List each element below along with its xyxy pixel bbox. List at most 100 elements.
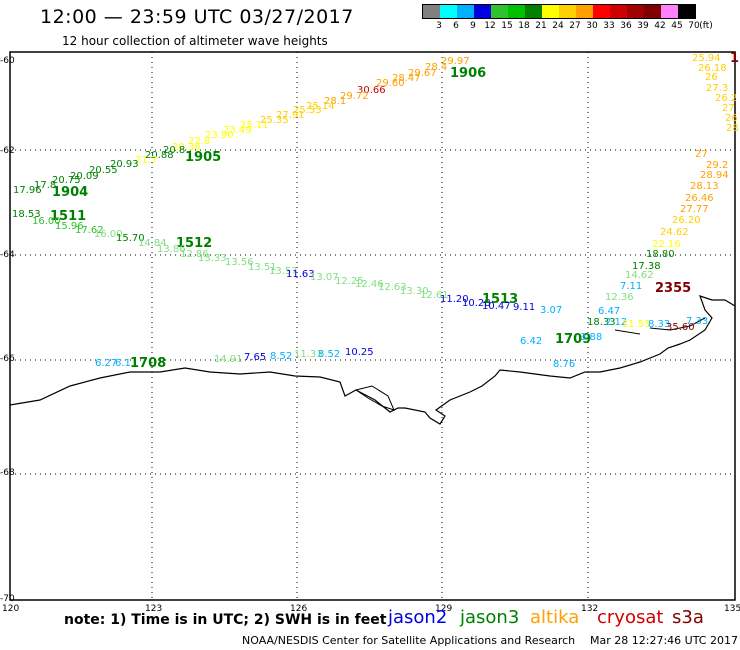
color-scale-bar (422, 4, 696, 19)
wave-height-label: 8.52 (318, 349, 341, 360)
wave-height-label: 26.46 (685, 193, 714, 204)
color-scale-legend: 3 6 9 12 15 18 21 24 27 30 33 36 39 42 45 70 (ft) (422, 4, 713, 33)
wave-height-label: 29.67 (408, 68, 437, 79)
wave-height-label: 2.12 (605, 317, 628, 328)
wave-height-label: 29.97 (441, 56, 470, 67)
satellite-legend-s3a: s3a (672, 607, 704, 628)
track-time-label: 2355 (655, 281, 692, 296)
wave-height-label: 18.80 (646, 249, 675, 260)
track-time-label: 1709 (555, 332, 592, 347)
graticule (10, 52, 735, 600)
wave-height-label: 13.86 (157, 244, 186, 255)
wave-height-label: 10.47 (482, 301, 511, 312)
coastline-shelf (614, 317, 706, 335)
wave-height-label: 11.33 (294, 349, 323, 360)
map-subtitle: 12 hour collection of altimeter wave hei… (62, 34, 328, 48)
wave-height-label: 26 (705, 72, 718, 83)
longitude-label: 129 (435, 604, 453, 614)
scale-tick-label: 36 (620, 21, 632, 31)
wave-height-label: 8.76 (553, 359, 576, 370)
wave-height-label: 12.36 (605, 292, 634, 303)
footer-credit: NOAA/NESDIS Center for Satellite Applica… (242, 634, 576, 647)
scale-swatch (474, 5, 491, 18)
wave-height-label: 17.38 (632, 261, 661, 272)
coastline-island (354, 385, 395, 411)
scale-swatch (593, 5, 610, 18)
plot-border (9, 51, 736, 601)
wave-height-label: 28 (726, 123, 739, 134)
wave-height-label: 26.2 (715, 93, 738, 104)
scale-tick-label: 42 (654, 21, 666, 31)
scale-swatch (457, 5, 474, 18)
wave-height-label: 6.47 (598, 306, 621, 317)
scale-tick-label: 24 (552, 21, 564, 31)
wave-height-label: 6.42 (520, 336, 543, 347)
wave-height-label: 6.1 (115, 358, 131, 369)
track-time-label: 1708 (130, 356, 167, 371)
wave-height-label: 16.00 (32, 216, 61, 227)
wave-height-label: 6.27 (95, 358, 118, 369)
scale-unit-label: (ft) (699, 21, 713, 31)
wave-height-label: 21.55 (622, 319, 651, 330)
scale-tick-label: 6 (453, 21, 459, 31)
scale-swatch (525, 5, 542, 18)
longitude-label: 135 (724, 604, 740, 614)
wave-height-label: 28.47 (392, 73, 421, 84)
wave-height-label: 8.33 (648, 319, 671, 330)
wave-height-label: 25.94 (692, 53, 721, 64)
wave-height-label: 25.14 (306, 101, 335, 112)
latitude-label: -64 (0, 250, 15, 260)
wave-height-label: 13.57 (269, 266, 298, 277)
wave-height-label: 18.33 (587, 317, 616, 328)
footer-timestamp: Mar 28 12:27:46 UTC 2017 (590, 634, 738, 647)
wave-height-label: 13.51 (248, 262, 277, 273)
wave-height-label: 22.16 (652, 239, 681, 250)
scale-tick-label: 15 (501, 21, 513, 31)
satellite-legend-jason3: jason3 (460, 607, 520, 628)
wave-height-label: 25.11 (240, 120, 269, 131)
scale-swatch (678, 5, 695, 18)
track-time-label: 1906 (450, 66, 487, 81)
wave-height-label: 25.35 (260, 115, 289, 126)
scale-tick-label: 18 (518, 21, 530, 31)
wave-height-label: 11.63 (286, 269, 315, 280)
wave-height-label: 13.33 (198, 253, 227, 264)
latitude-label: -70 (0, 594, 15, 604)
wave-height-label: 20.8 (163, 145, 186, 156)
scale-swatch (491, 5, 508, 18)
wave-height-label: 17.62 (75, 225, 104, 236)
track-time-label: 1511 (50, 209, 87, 224)
wave-height-label: 3.07 (540, 305, 563, 316)
wave-height-label: 9.11 (513, 302, 536, 313)
wave-height-label: 12.25 (335, 276, 364, 287)
wave-height-label: 27.3 (706, 83, 729, 94)
wave-height-label: 20.88 (145, 150, 174, 161)
color-scale-ticks: 3 6 9 12 15 18 21 24 27 30 33 36 39 42 45 70 (ft) (422, 19, 713, 33)
wave-height-label: 26.18 (698, 63, 727, 74)
scale-tick-label: 45 (671, 21, 683, 31)
wave-height-label: 17.96 (13, 185, 42, 196)
scale-tick-label: 3 (436, 21, 442, 31)
satellite-legend-cryosat: cryosat (597, 607, 664, 628)
latitude-label: -66 (0, 354, 15, 364)
wave-height-label: 15.96 (55, 221, 84, 232)
wave-height-label: 7.11 (620, 281, 643, 292)
scale-tick-label: 27 (569, 21, 581, 31)
track-time-label: 1905 (185, 150, 222, 165)
satellite-legend-altika: altika (530, 607, 580, 628)
scale-swatch (423, 5, 440, 18)
wave-height-label: 11.20 (440, 294, 469, 305)
wave-height-label: 12.63 (378, 282, 407, 293)
wave-height-label: 28.94 (700, 170, 729, 181)
wave-height-label: 25.53 (293, 105, 322, 116)
latitude-label: -60 (0, 56, 15, 66)
wave-height-label: 15.70 (116, 233, 145, 244)
scale-tick-label: 70 (688, 21, 700, 31)
wave-height-label: 21.7 (135, 155, 158, 166)
wave-height-label: 10.25 (345, 347, 374, 358)
wave-height-label: 27 (695, 149, 708, 160)
coastline (9, 295, 736, 425)
wave-height-label: 30.66 (357, 85, 386, 96)
scale-swatch (644, 5, 661, 18)
wave-height-label: 20.38 (172, 142, 201, 153)
